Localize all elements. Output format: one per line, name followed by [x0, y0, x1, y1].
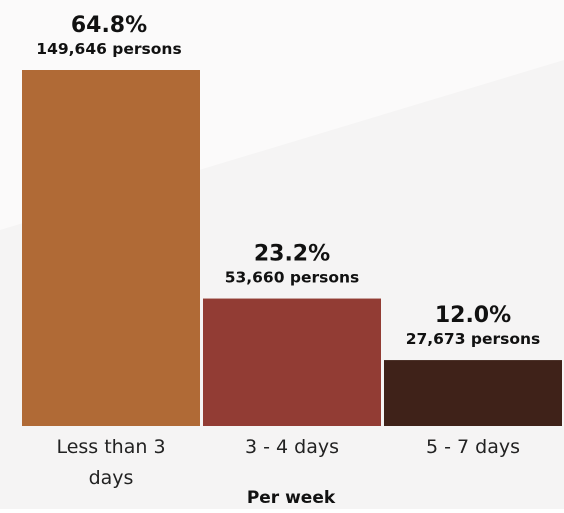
bar-1-count-label: 149,646 persons	[36, 40, 181, 58]
category-label-3: 5 - 7 days	[426, 436, 520, 458]
bar-1-percent-label: 64.8%	[71, 13, 147, 38]
data-labels-group: 64.8% 149,646 persons 23.2% 53,660 persons 1…	[36, 13, 540, 348]
bars-group	[22, 70, 562, 426]
category-label-2: 3 - 4 days	[245, 436, 339, 458]
category-labels-group: Less than 3 days 3 - 4 days 5 - 7 days	[56, 436, 520, 489]
x-axis-label: Per week	[247, 488, 336, 508]
category-label-1-line-2: days	[89, 467, 134, 489]
bar-1	[22, 70, 200, 426]
bar-2-percent-label: 23.2%	[254, 242, 330, 267]
category-label-1-line-1: Less than 3	[56, 436, 165, 458]
bar-3-percent-label: 12.0%	[435, 303, 511, 328]
bar-2-count-label: 53,660 persons	[225, 269, 360, 287]
bar-3	[384, 360, 562, 426]
bar-2	[203, 298, 381, 426]
bar-3-count-label: 27,673 persons	[406, 330, 541, 348]
